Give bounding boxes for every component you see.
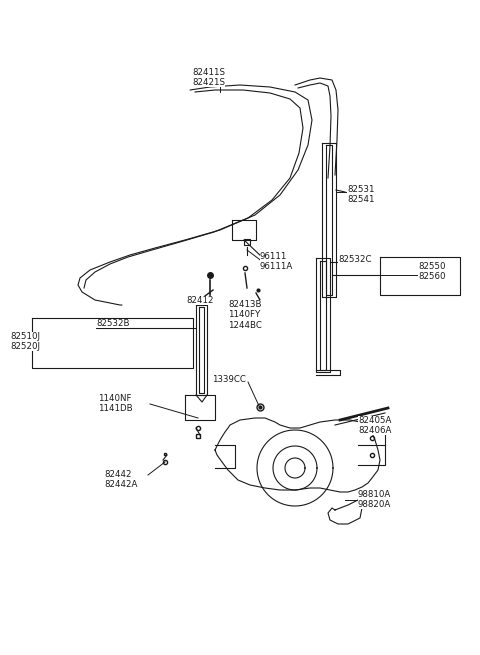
Text: 96111
96111A: 96111 96111A (260, 252, 293, 271)
Text: 1140NF
1141DB: 1140NF 1141DB (98, 394, 132, 413)
Text: 82405A
82406A: 82405A 82406A (358, 416, 391, 436)
Text: 1339CC: 1339CC (212, 375, 246, 384)
Text: 82412: 82412 (186, 296, 214, 305)
Text: 82532B: 82532B (96, 319, 130, 328)
Text: 82411S
82421S: 82411S 82421S (192, 68, 225, 87)
Text: 98810A
98820A: 98810A 98820A (358, 490, 391, 510)
Text: 82510J
82520J: 82510J 82520J (10, 332, 40, 351)
Text: 82550
82560: 82550 82560 (418, 262, 445, 282)
Text: 82442
82442A: 82442 82442A (104, 470, 137, 489)
Text: 82532C: 82532C (338, 255, 372, 264)
Text: 82413B
1140FY
1244BC: 82413B 1140FY 1244BC (228, 300, 262, 330)
Text: 82531
82541: 82531 82541 (347, 185, 374, 204)
